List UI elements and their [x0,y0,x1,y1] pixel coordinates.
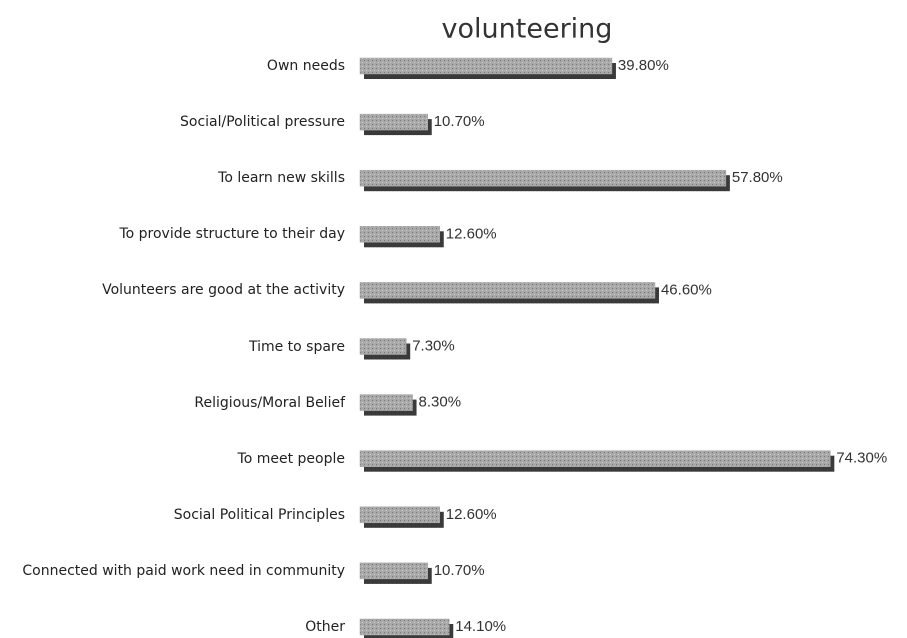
value-label: 8.30% [419,394,462,411]
bar [359,450,831,467]
category-label: Social Political Principles [173,506,345,523]
category-label: Own needs [266,58,345,74]
bar [359,562,428,580]
value-label: 46.60% [661,281,712,298]
bar [359,169,727,187]
category-label: Social/Political pressure [180,114,345,131]
bar [359,618,450,636]
chart-title: volunteering [442,14,613,45]
value-label: 10.70% [434,113,485,130]
bar [359,113,428,131]
value-label: 74.30% [836,450,887,467]
category-label: To meet people [237,450,345,467]
value-label: 12.60% [446,225,497,242]
value-label: 10.70% [434,562,485,579]
category-label: Time to spare [248,338,345,355]
bar [359,282,656,299]
bar [359,338,407,355]
bar [359,57,613,75]
category-label: To provide structure to their day [119,226,345,243]
value-label: 7.30% [412,337,455,354]
category-label: Religious/Moral Belief [194,394,345,411]
value-label: 39.80% [618,57,669,74]
category-label: Volunteers are good at the activity [102,282,345,299]
value-label: 57.80% [732,169,783,186]
bar [359,506,441,524]
category-label: To learn new skills [218,170,345,187]
bar [359,226,441,243]
category-label: Other [305,619,345,635]
value-label: 12.60% [446,506,497,523]
bar [359,394,413,411]
value-label: 14.10% [455,618,506,635]
category-label: Connected with paid work need in communi… [22,562,345,579]
